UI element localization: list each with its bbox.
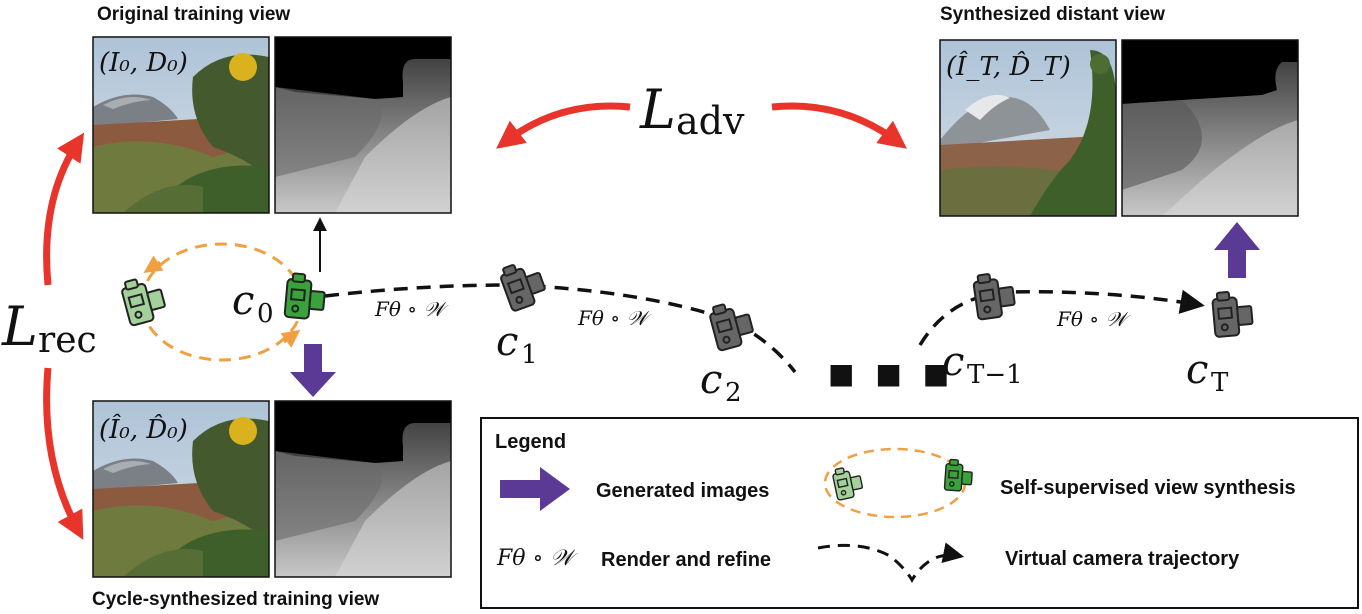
legend-generated-label: Generated images	[596, 480, 769, 502]
legend-operator: Fθ ∘ 𝒲	[496, 546, 578, 571]
trajectory-segment-2	[918, 289, 1205, 346]
camera-label-c0: c 0	[232, 278, 274, 329]
camera-letter: c	[232, 278, 254, 324]
adv-arrow-right	[771, 102, 907, 149]
legend-box: Legend Generated images Self-supervised …	[480, 417, 1359, 609]
operator-label-1: Fθ ∘ 𝒲	[374, 297, 449, 321]
adv-arrow-left	[496, 102, 631, 149]
cycle-rgb-image	[92, 400, 270, 578]
original-rgb-image	[92, 36, 270, 214]
operator-label-2: Fθ ∘ 𝒲	[577, 306, 652, 330]
camera-subscript: 1	[521, 340, 538, 370]
cycle-arrowhead-top	[143, 255, 164, 273]
rec-loss-subscript: rec	[38, 320, 97, 361]
camera-letter: c	[1186, 347, 1208, 393]
adv-loss-symbol: L	[639, 78, 676, 141]
header-synthesized-distant-view: Synthesized distant view	[940, 4, 1165, 25]
legend-generated-arrow	[500, 467, 570, 511]
trajectory-ellipsis: ■ ■ ■	[828, 357, 955, 390]
self-supervised-cycle	[140, 242, 304, 362]
operator-label-3: Fθ ∘ 𝒲	[1056, 307, 1131, 331]
camera-c1-icon	[496, 256, 550, 313]
cycle-image-label: (Î₀, D̂₀)	[99, 413, 188, 445]
legend-trajectory-line	[817, 542, 965, 583]
camera-letter: c	[942, 339, 964, 385]
camera-subscript: T−1	[967, 360, 1023, 390]
legend-frame	[480, 417, 1359, 609]
camera-virtual-icon	[118, 272, 169, 328]
cycle-depth-image	[274, 400, 452, 578]
distant-image-label: (Î_T, D̂_T)	[946, 50, 1071, 82]
camera-letter: c	[496, 319, 518, 365]
generated-arrow-up	[1214, 222, 1260, 278]
camera-c0-icon	[283, 271, 328, 322]
adv-loss-subscript: adv	[676, 99, 745, 143]
camera-subscript: 0	[257, 299, 274, 329]
legend-trajectory-label: Virtual camera trajectory	[1005, 548, 1240, 570]
rec-arrow-up	[43, 132, 85, 286]
distant-image-pair: (Î_T, D̂_T)	[939, 39, 1299, 217]
rec-loss-symbol: L	[1, 295, 38, 358]
distant-depth-image	[1121, 39, 1299, 217]
camera-cT-icon	[1210, 289, 1255, 339]
original-image-pair: (I₀, D₀)	[92, 36, 452, 214]
camera-subscript: T	[1211, 368, 1229, 398]
legend-title: Legend	[495, 431, 566, 453]
camera-label-cT-1: c T−1	[942, 339, 1023, 390]
legend-render-refine-label: Render and refine	[601, 549, 771, 571]
original-image-label: (I₀, D₀)	[99, 48, 188, 78]
legend-self-supervised-label: Self-supervised view synthesis	[1000, 477, 1296, 499]
camera-label-c2: c 2	[700, 357, 742, 408]
original-depth-image	[274, 36, 452, 214]
camera-trajectory: ■ ■ ■	[324, 283, 1205, 390]
generated-arrow-down	[290, 344, 336, 397]
camera-cT-1-icon	[971, 269, 1018, 321]
camera-c2-icon	[706, 297, 757, 353]
cycle-arrowhead-bottom	[280, 329, 301, 348]
camera-label-c1: c 1	[496, 319, 538, 370]
adversarial-loss: L adv	[496, 78, 907, 149]
cycle-image-pair: (Î₀, D̂₀)	[92, 400, 452, 578]
cycle-loop	[140, 242, 304, 362]
distant-rgb-image	[939, 39, 1117, 217]
camera-letter: c	[700, 357, 722, 403]
header-cycle-synthesized-training-view: Cycle-synthesized training view	[92, 589, 379, 610]
trajectory-segment-1	[324, 283, 797, 374]
reconstruction-loss: L rec	[1, 132, 97, 540]
header-original-training-view: Original training view	[97, 4, 290, 25]
camera-subscript: 2	[725, 378, 742, 408]
rec-arrow-down	[43, 367, 84, 540]
camera-label-cT: c T	[1186, 347, 1229, 398]
